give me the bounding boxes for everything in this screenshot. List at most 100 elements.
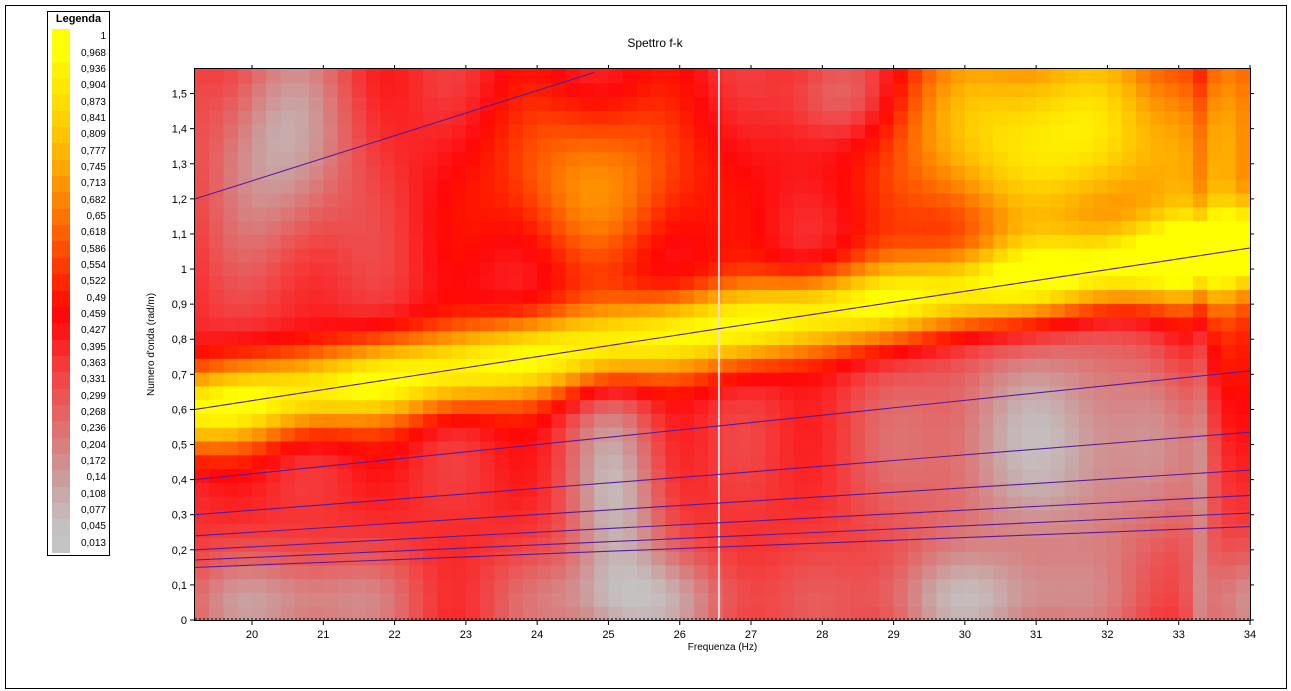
heatmap-cell [1150,96,1166,111]
heatmap-cell [651,454,667,470]
heatmap-cell [209,234,225,249]
heatmap-cell [565,468,581,483]
heatmap-cell [252,316,267,332]
heatmap-cell [266,564,282,580]
heatmap-cell [1093,303,1109,318]
heatmap-cell [1107,206,1123,222]
heatmap-cell [979,151,994,167]
heatmap-cell [465,96,481,111]
heatmap-cell [323,124,339,139]
heatmap-cell [836,385,852,401]
heatmap-cell [1178,151,1194,167]
heatmap-cell [907,523,923,538]
heatmap-cell [1093,427,1109,442]
heatmap-cell [508,275,524,291]
heatmap-cell [765,399,781,414]
heatmap-cell [993,413,1009,428]
heatmap-cell [394,468,410,483]
heatmap-cell [537,96,553,111]
heatmap-cell [608,454,624,470]
heatmap-cell [1064,344,1080,359]
heatmap-cell [836,468,852,483]
heatmap-cell [622,413,638,428]
heatmap-cell [223,399,239,414]
heatmap-cell [693,413,709,428]
heatmap-cell [266,496,282,511]
heatmap-cell [679,523,695,538]
heatmap-cell [1207,124,1223,139]
heatmap-cell [936,179,952,194]
heatmap-cell [822,592,838,607]
heatmap-cell [1221,592,1237,607]
heatmap-cell [1150,578,1166,594]
heatmap-cell [195,165,210,180]
heatmap-cell [223,358,239,373]
heatmap-cell [1050,124,1066,139]
heatmap-cell [836,192,852,208]
heatmap-cell [309,468,324,483]
heatmap-cell [337,372,353,387]
legend-swatch [52,404,70,422]
heatmap-cell [465,275,481,291]
heatmap-cell [922,606,937,621]
heatmap-cell [836,137,852,153]
heatmap-cell [779,261,795,277]
legend-swatch [52,29,70,46]
heatmap-cell [693,482,709,497]
heatmap-cell [1207,151,1223,167]
heatmap-cell [793,330,809,346]
heatmap-cell [323,330,339,346]
heatmap-cell [408,427,424,442]
heatmap-cell [537,358,553,373]
heatmap-cell [1050,551,1066,566]
heatmap-cell [1178,124,1194,139]
heatmap-cell [665,413,681,428]
heatmap-cell [1078,606,1094,621]
heatmap-cell [622,496,638,511]
heatmap-cell [765,289,781,304]
heatmap-cell [636,289,652,304]
heatmap-cell [651,523,667,538]
heatmap-cell [893,220,909,235]
heatmap-cell [651,385,667,401]
heatmap-cell [366,303,381,318]
heatmap-cell [765,578,781,594]
heatmap-cell [879,606,895,621]
heatmap-cell [1064,179,1080,194]
heatmap-cell [679,165,695,180]
legend-swatch [52,241,70,259]
heatmap-cell [237,206,253,222]
heatmap-cell [1135,509,1151,525]
heatmap-cell [665,82,681,98]
heatmap-cell [979,303,994,318]
heatmap-cell [1135,578,1151,594]
heatmap-cell [950,124,966,139]
heatmap-cell [893,413,909,428]
heatmap-cell [736,372,752,387]
heatmap-cell [266,399,282,414]
heatmap-cell [1135,564,1151,580]
heatmap-cell [979,578,994,594]
heatmap-cell [209,385,225,401]
heatmap-cell [522,592,538,607]
heatmap-cell [751,330,766,346]
legend-label: 0,013 [80,537,106,549]
heatmap-cell [736,592,752,607]
heatmap-cell [351,592,367,607]
heatmap-cell [964,303,980,318]
heatmap-cell [351,482,367,497]
heatmap-cell [437,482,453,497]
heatmap-cell [893,69,909,84]
heatmap-cell [1036,413,1052,428]
heatmap-cell [237,220,253,235]
heatmap-cell [907,358,923,373]
heatmap-cell [1064,275,1080,291]
heatmap-cell [1036,330,1052,346]
heatmap-cell [1107,551,1123,566]
heatmap-cell [423,578,438,594]
heatmap-cell [822,137,838,153]
heatmap-cell [808,454,823,470]
heatmap-cell [565,275,581,291]
heatmap-cell [494,578,510,594]
heatmap-cell [822,385,838,401]
